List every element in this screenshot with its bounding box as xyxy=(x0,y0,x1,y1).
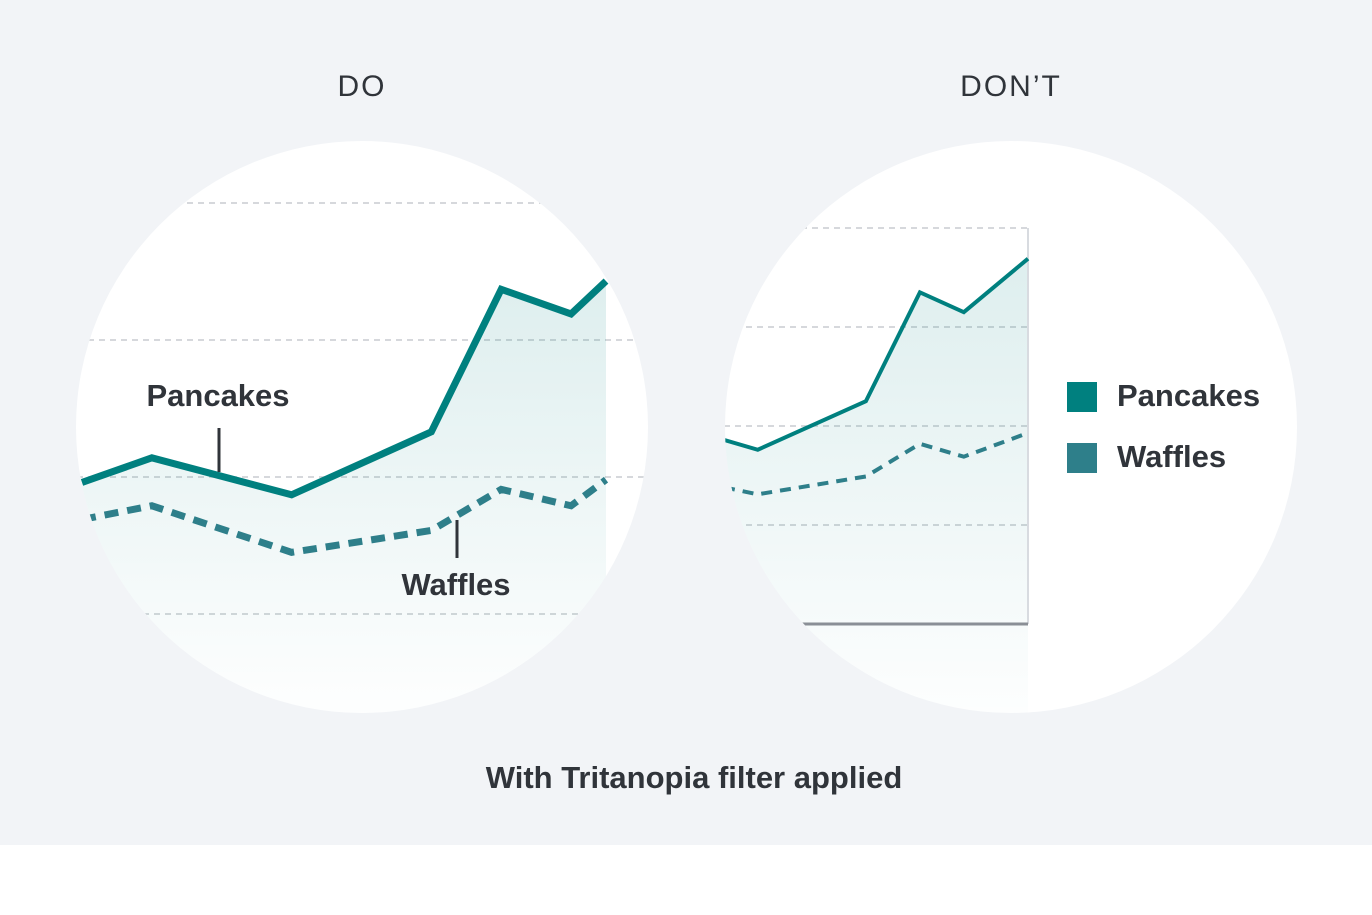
chart-title: DON’T xyxy=(960,70,1062,103)
series-line xyxy=(725,257,1030,452)
chart-title: DO xyxy=(338,70,387,103)
area xyxy=(76,281,606,713)
series-line xyxy=(81,476,609,556)
legend-label: Waffles xyxy=(1117,439,1226,474)
series-line xyxy=(725,431,1029,497)
series-label: Waffles xyxy=(401,567,510,602)
series-label: Pancakes xyxy=(146,378,289,413)
legend-swatch xyxy=(1067,443,1097,473)
caption: With Tritanopia filter applied xyxy=(486,760,903,795)
legend-swatch xyxy=(1067,382,1097,412)
series-line xyxy=(80,278,609,499)
legend-label: Pancakes xyxy=(1117,378,1260,413)
